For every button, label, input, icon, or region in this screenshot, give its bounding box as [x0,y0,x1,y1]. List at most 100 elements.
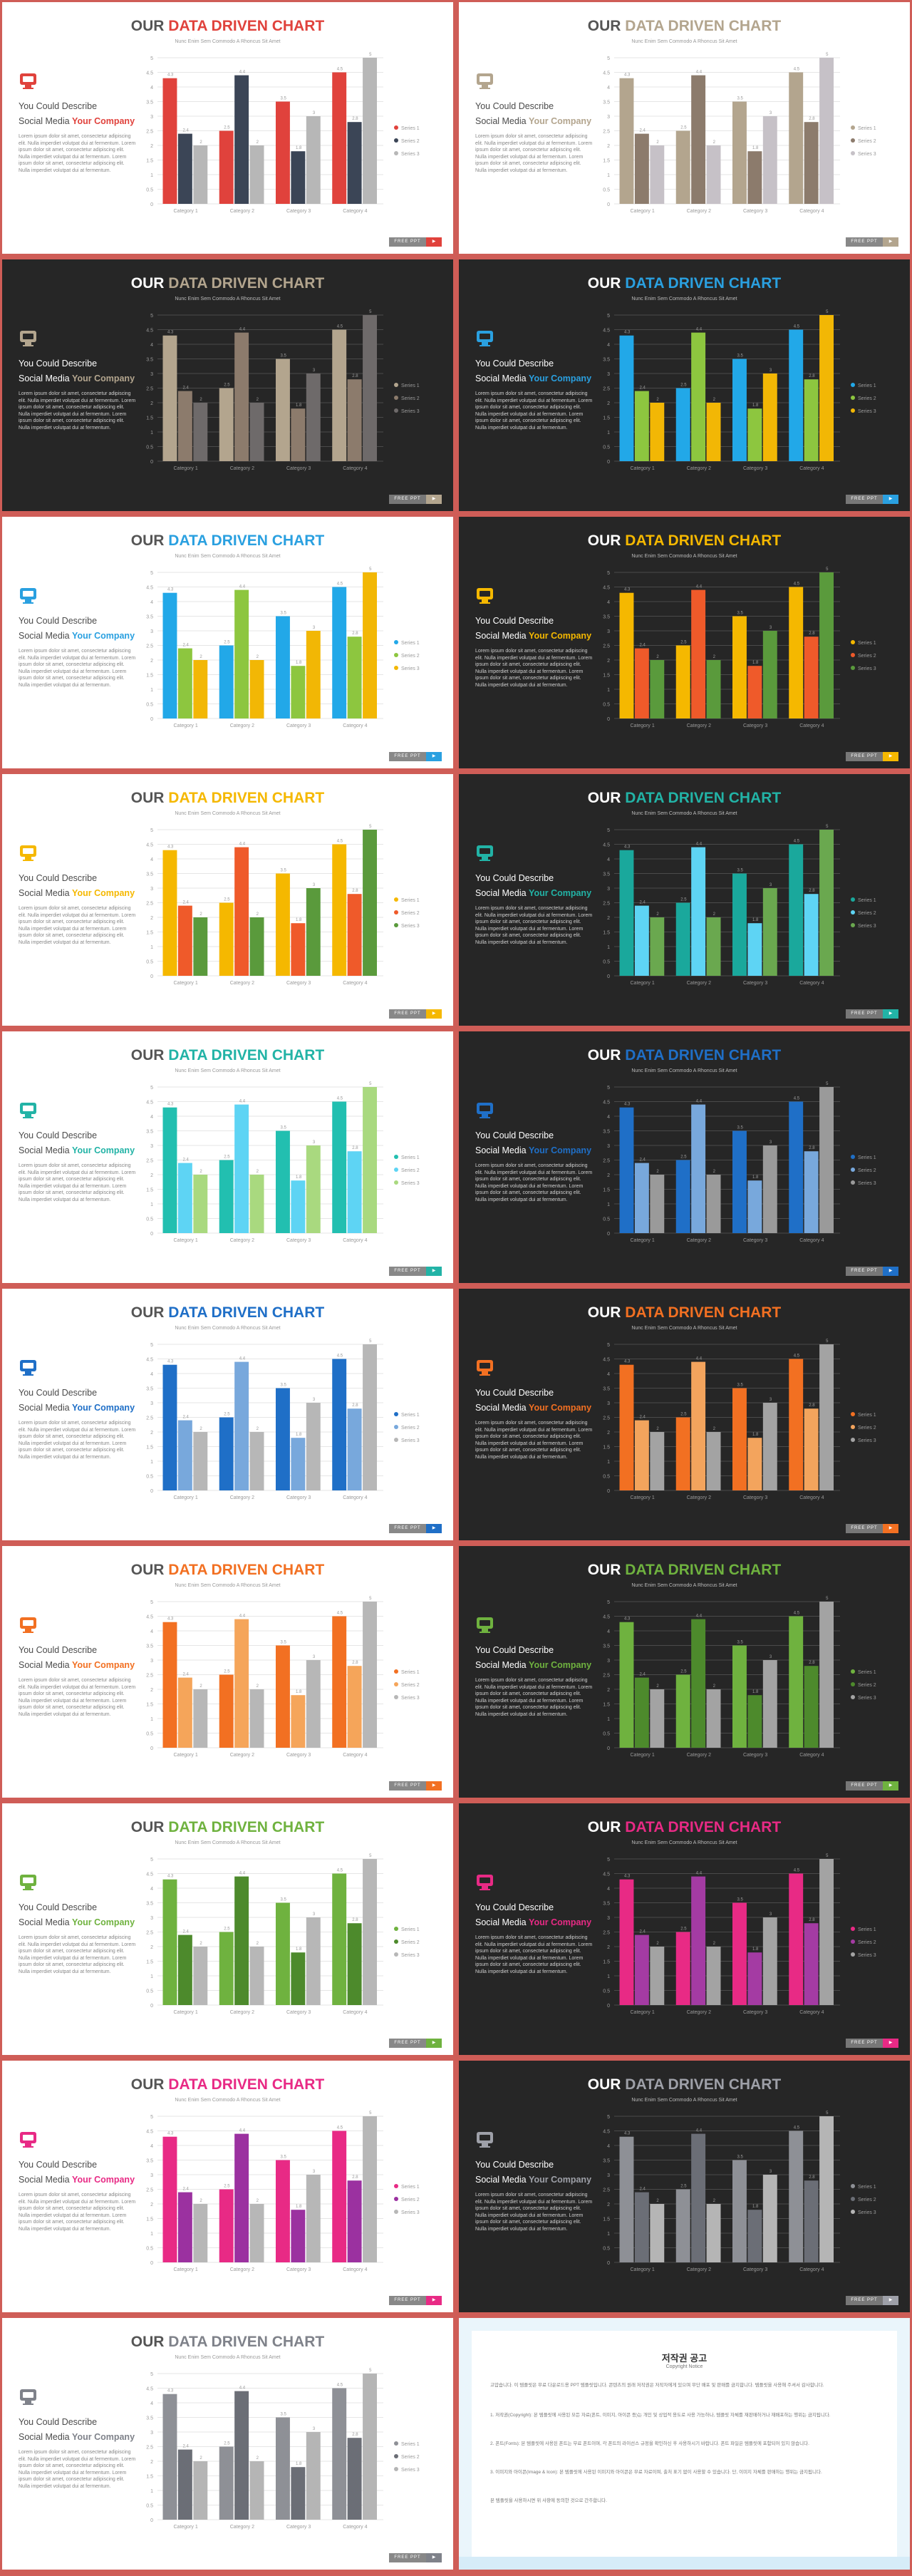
y-tick-label: 0 [150,202,153,207]
bar [291,2210,306,2262]
bar [706,1947,721,2005]
bar [291,666,306,718]
legend-label: Series 3 [858,924,876,929]
data-label: 1.8 [752,1175,759,1180]
data-label: 2 [200,1942,202,1946]
x-tick-label: Category 1 [631,723,655,728]
data-label: 3 [770,626,772,630]
page-badge: FREE PPT ▶ [389,2553,442,2562]
y-tick-label: 4 [607,1887,610,1892]
data-label: 3.5 [281,1384,287,1388]
x-tick-label: Category 2 [230,209,254,214]
body-text: Lorem ipsum dolor sit amet, consectetur … [475,1421,593,1460]
y-tick-label: 3 [607,629,610,634]
bar [819,1087,834,1233]
page-badge-mark: ▶ [883,752,898,761]
bar [291,1695,306,1748]
data-label: 2 [256,1427,259,1431]
y-tick-label: 4.5 [146,586,153,591]
y-tick-label: 2 [607,144,610,149]
bar [249,1947,264,2005]
bar [249,145,264,204]
slide-title-lead: OUR [130,1047,169,1063]
bar-chart: 0 0.5 1 1.5 2 2.5 3 3.5 4 4.5 5 4.3 2.4 2 Category 1 2.… [603,310,876,471]
y-tick-label: 4 [150,857,153,862]
data-label: 4.5 [337,325,343,329]
page-badge-label: FREE PPT [389,1009,426,1019]
bar [219,1417,234,1490]
y-tick-label: 2 [150,144,153,149]
monitor-icon [19,329,38,348]
data-label: 3.5 [737,97,744,101]
bar [804,379,819,461]
desc-line2-accent: Your Company [72,116,135,126]
data-label: 2 [713,912,716,917]
y-tick-label: 4.5 [603,71,610,76]
slide-title-accent: DATA DRIVEN CHART [625,1047,782,1063]
slide-title-lead: OUR [130,275,169,292]
legend-label: Series 2 [858,1940,876,1945]
bar [162,1107,177,1233]
desc-line2: Social Media Your Company [19,1917,135,1927]
y-tick-label: 2.5 [146,130,153,135]
bar [162,2136,177,2262]
data-label: 2.5 [224,126,230,130]
page-badge-label: FREE PPT [389,495,426,504]
y-tick-label: 5 [150,2372,153,2377]
legend-label: Series 3 [858,409,876,414]
x-tick-label: Category 4 [799,723,824,728]
bar [291,2467,306,2520]
x-tick-label: Category 2 [687,723,711,728]
data-label: 3 [770,369,772,373]
bar [193,917,208,976]
y-tick-label: 0 [150,2004,153,2009]
data-label: 2.4 [182,129,189,133]
slide-title: OUR DATA DRIVEN CHART [459,532,910,550]
bar [275,616,290,718]
data-label: 4.3 [624,1875,631,1879]
page-badge-mark: ▶ [426,1267,442,1276]
bar [650,2204,665,2262]
data-label: 4.4 [239,1357,246,1361]
desc-line2: Social Media Your Company [19,2432,135,2442]
data-label: 2 [200,140,202,145]
bar [650,1947,665,2005]
page-badge-mark: ▶ [426,752,442,761]
data-label: 2.8 [352,1403,358,1408]
y-tick-label: 1.5 [146,2475,153,2480]
data-label: 2 [713,1170,716,1174]
legend-label: Series 1 [858,1927,876,1932]
slide-subtitle: Nunc Enim Sem Commodo A Rhoncus Sit Amet [175,1840,281,1845]
bar [306,1403,321,1490]
slide-title-accent: DATA DRIVEN CHART [625,1562,782,1578]
desc-line2-accent: Your Company [72,373,135,383]
y-tick-label: 0.5 [146,445,153,450]
slide-title: OUR DATA DRIVEN CHART [459,18,910,35]
legend-label: Series 2 [401,396,420,401]
legend-swatch [394,1695,398,1699]
bar [819,1859,834,2005]
y-tick-label: 2.5 [603,1159,610,1164]
y-tick-label: 2.5 [603,2188,610,2193]
slide-title: OUR DATA DRIVEN CHART [459,1562,910,1579]
slide-subtitle: Nunc Enim Sem Commodo A Rhoncus Sit Amet [175,554,281,559]
x-tick-label: Category 3 [286,1753,311,1758]
bar [347,2438,362,2520]
y-tick-label: 1 [150,945,153,950]
data-label: 4.3 [624,845,631,850]
y-tick-label: 0.5 [603,1732,610,1737]
legend-swatch [851,640,855,644]
data-label: 2.4 [639,901,646,905]
page-badge-label: FREE PPT [389,1781,426,1791]
bar [332,1616,347,1748]
legend-swatch [851,1425,855,1429]
data-label: 4.5 [794,68,800,72]
desc-line2-lead: Social Media [475,1403,529,1413]
desc-line2-lead: Social Media [19,888,73,898]
legend-label: Series 2 [858,2198,876,2203]
legend-label: Series 2 [401,911,420,916]
x-tick-label: Category 4 [343,466,367,471]
page-badge-label: FREE PPT [846,2296,883,2305]
slide-subtitle: Nunc Enim Sem Commodo A Rhoncus Sit Amet [631,297,737,302]
bar-chart: 0 0.5 1 1.5 2 2.5 3 3.5 4 4.5 5 4.3 2.4 2 Category 1 2.… [603,1082,876,1243]
